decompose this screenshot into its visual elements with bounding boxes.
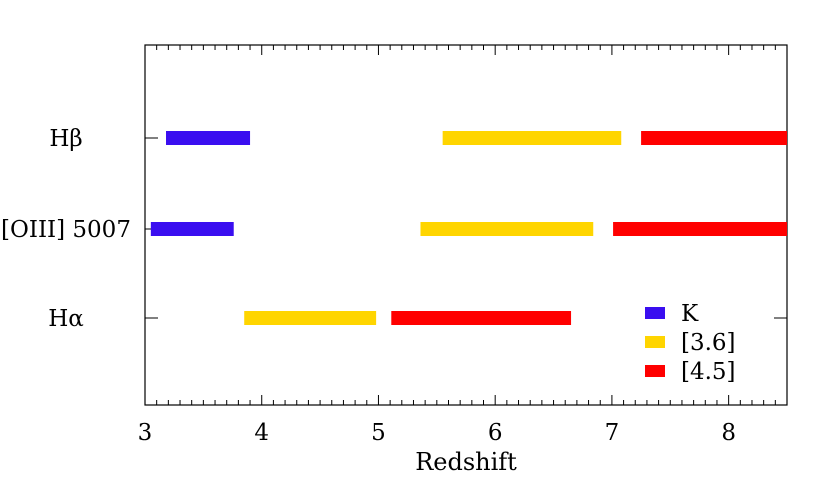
range-bar bbox=[244, 311, 377, 325]
category-label: Hα bbox=[48, 306, 84, 332]
legend-swatch bbox=[645, 365, 665, 377]
x-tick-label: 7 bbox=[605, 420, 620, 446]
x-axis-ticks: 3 4 5 6 7 8 bbox=[138, 45, 788, 446]
x-tick-label: 8 bbox=[721, 420, 736, 446]
range-bar bbox=[613, 222, 787, 236]
category-label: [OIII] 5007 bbox=[1, 217, 131, 243]
range-bar bbox=[420, 222, 594, 236]
range-bar bbox=[150, 222, 234, 236]
range-bars bbox=[150, 131, 787, 325]
range-bar bbox=[442, 131, 622, 145]
axis-labels: Redshift bbox=[415, 448, 517, 476]
x-tick-label: 6 bbox=[488, 420, 503, 446]
legend-swatch bbox=[645, 336, 665, 348]
legend-label: [4.5] bbox=[681, 359, 736, 385]
range-bar bbox=[391, 311, 572, 325]
legend-swatch bbox=[645, 307, 665, 319]
x-tick-label: 4 bbox=[254, 420, 269, 446]
category-label: Hβ bbox=[49, 126, 82, 152]
range-bar bbox=[641, 131, 787, 145]
x-tick-label: 5 bbox=[371, 420, 386, 446]
x-tick-label: 3 bbox=[138, 420, 153, 446]
legend: K [3.6] [4.5] bbox=[645, 301, 736, 385]
legend-label: [3.6] bbox=[681, 330, 736, 356]
x-axis-label: Redshift bbox=[415, 448, 517, 476]
range-bar bbox=[166, 131, 251, 145]
legend-label: K bbox=[681, 301, 699, 327]
